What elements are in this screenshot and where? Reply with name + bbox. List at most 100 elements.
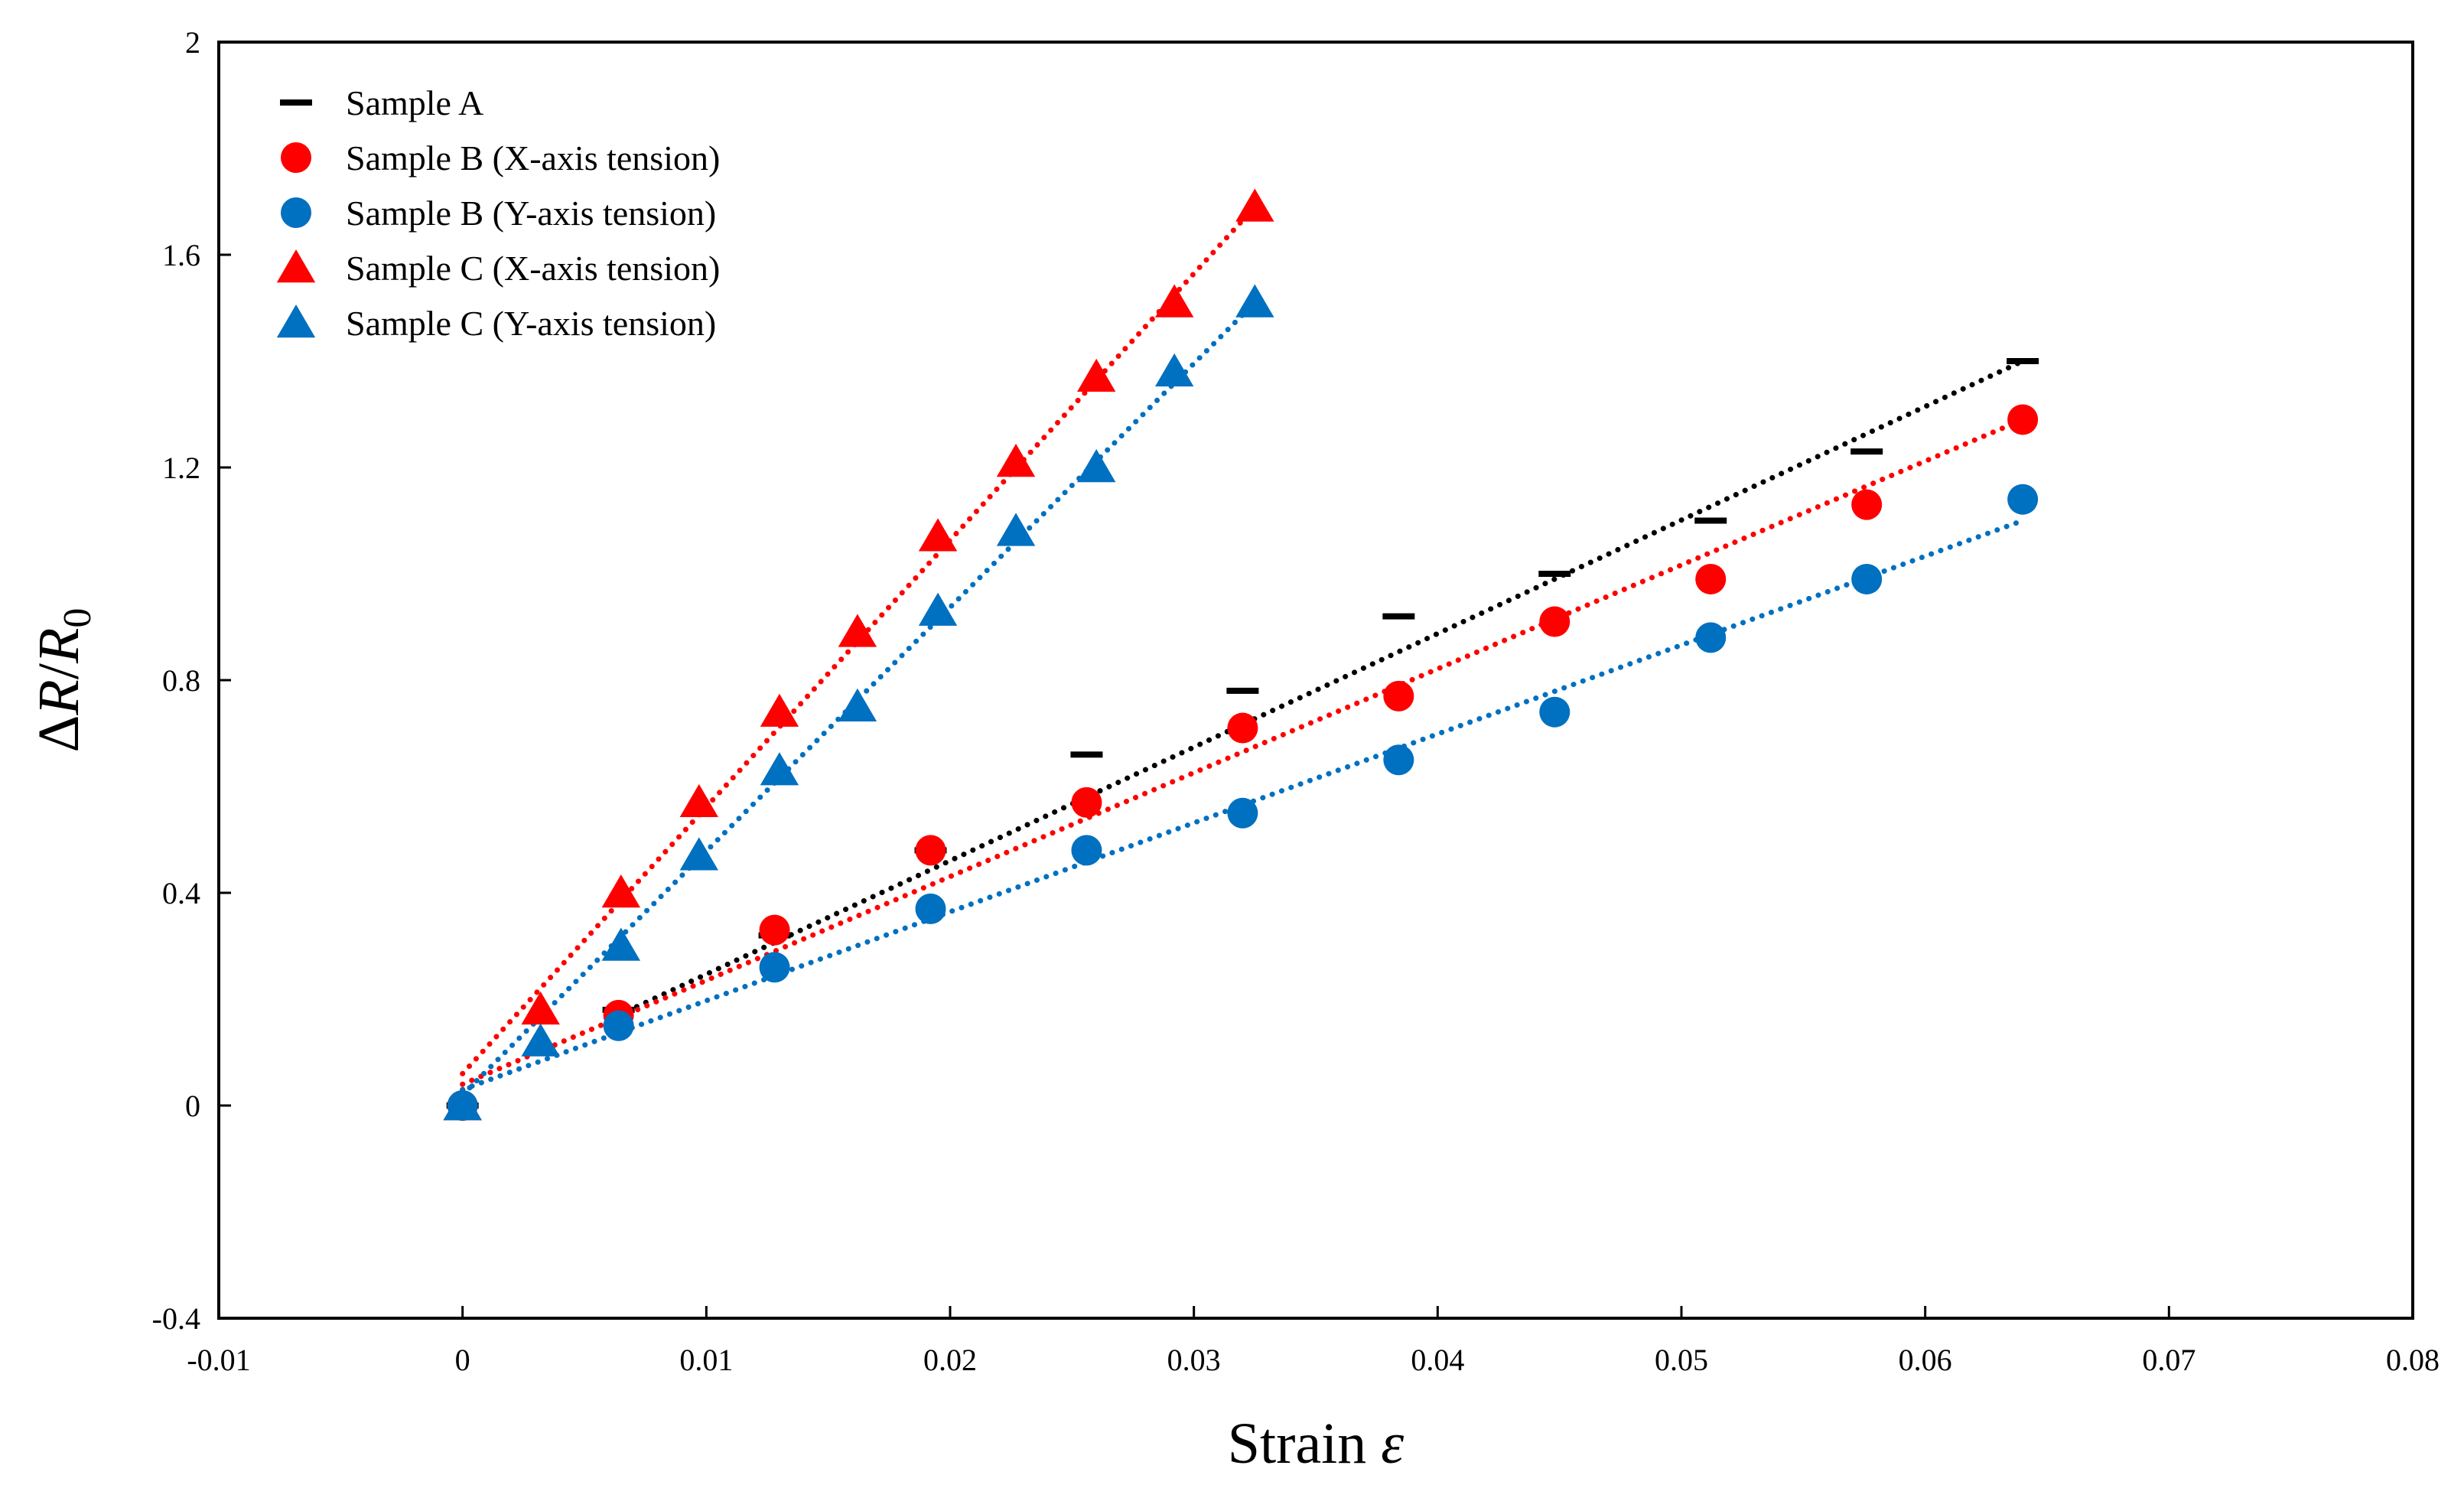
data-point-series-4 — [679, 783, 718, 818]
y-axis-title-subscript: 0 — [56, 608, 99, 628]
tick-labels: -0.01 0 0.01 0.02 0.03 0.04 0.05 0.06 0.07 0.08 -0… — [152, 25, 2440, 1377]
data-point-series-1 — [1850, 448, 1883, 455]
x-axis-title-symbol: ε — [1381, 1412, 1404, 1476]
y-axis-title-slash: / — [27, 663, 91, 679]
legend-item-5: Sample C (Y-axis tension) — [276, 304, 716, 343]
data-point-series-3 — [1383, 744, 1414, 776]
data-point-series-4 — [1235, 188, 1274, 222]
x-tick-label: 0.07 — [2142, 1343, 2195, 1377]
data-point-series-5 — [1154, 353, 1194, 387]
data-point-series-3 — [1539, 696, 1571, 728]
x-tick-label: 0.04 — [1411, 1343, 1464, 1377]
trendline-series-2 — [460, 416, 2026, 1087]
data-point-series-4 — [1154, 284, 1194, 318]
data-point-series-3 — [1695, 622, 1727, 653]
legend-item-3: Sample B (Y-axis tension) — [281, 194, 716, 233]
data-point-series-4 — [918, 518, 958, 552]
data-point-series-2 — [2007, 404, 2039, 435]
y-axis-title-r: R — [27, 679, 91, 715]
data-point-series-4 — [601, 874, 640, 908]
legend-marker-1 — [280, 99, 312, 106]
data-point-series-3 — [1071, 835, 1102, 866]
x-tick-label: 0.08 — [2386, 1343, 2440, 1377]
data-point-series-2 — [1695, 563, 1727, 594]
y-tick-label: 0.8 — [162, 663, 200, 698]
legend-marker-4 — [276, 249, 316, 283]
data-point-series-4 — [1077, 358, 1116, 392]
data-point-series-5 — [760, 752, 799, 786]
x-tick-label: 0.05 — [1655, 1343, 1708, 1377]
legend-label-3: Sample B (Y-axis tension) — [346, 194, 716, 233]
data-point-series-4 — [760, 693, 799, 727]
legend-marker-5 — [276, 304, 316, 338]
legend: Sample A Sample B (X-axis tension) Sample … — [276, 83, 720, 343]
plot-frame — [217, 41, 2414, 1320]
data-point-series-3 — [2007, 484, 2039, 515]
data-point-series-1 — [2007, 358, 2039, 364]
data-point-series-2 — [1227, 712, 1258, 744]
data-point-series-1 — [1226, 687, 1259, 694]
x-tick-label: -0.01 — [187, 1343, 250, 1377]
x-tick-label: 0 — [455, 1343, 470, 1377]
legend-label-5: Sample C (Y-axis tension) — [346, 304, 716, 343]
legend-marker-2 — [281, 142, 311, 173]
legend-marker-3 — [281, 197, 311, 228]
y-axis-title-r0: R — [27, 628, 91, 664]
data-point-series-1 — [1070, 751, 1103, 758]
legend-label-4: Sample C (X-axis tension) — [346, 249, 720, 288]
data-point-series-2 — [1071, 786, 1102, 818]
data-point-series-1 — [1382, 613, 1415, 620]
x-tick-label: 0.06 — [1899, 1343, 1952, 1377]
data-point-series-5 — [1077, 449, 1116, 483]
data-point-series-5 — [601, 927, 640, 961]
legend-item-2: Sample B (X-axis tension) — [281, 138, 720, 177]
data-point-series-2 — [915, 835, 946, 866]
series-3-points — [447, 484, 2039, 1121]
legend-label-2: Sample B (X-axis tension) — [346, 138, 720, 177]
legend-item-1: Sample A — [280, 83, 483, 122]
data-point-series-5 — [918, 592, 958, 626]
data-point-series-5 — [521, 1023, 560, 1057]
data-point-series-1 — [1694, 517, 1727, 524]
data-point-series-3 — [603, 1010, 634, 1041]
x-tick-label: 0.03 — [1167, 1343, 1221, 1377]
y-tick-label: 1.6 — [162, 238, 200, 272]
data-point-series-2 — [1851, 489, 1883, 520]
data-point-series-2 — [759, 914, 790, 946]
data-point-series-5 — [679, 837, 718, 871]
data-point-series-5 — [443, 1087, 482, 1121]
series-5-points — [443, 284, 1274, 1121]
y-axis-title: ΔR/R0 — [27, 608, 99, 753]
x-axis-title-text: Strain — [1228, 1412, 1367, 1476]
data-point-series-3 — [759, 952, 790, 983]
data-point-series-3 — [1851, 563, 1883, 594]
y-tick-label: 0 — [185, 1089, 200, 1123]
trendline-series-1 — [616, 358, 2026, 1018]
data-point-series-5 — [838, 688, 877, 721]
data-point-series-4 — [521, 991, 560, 1025]
y-tick-label: 0.4 — [162, 876, 200, 910]
y-axis-title-delta: Δ — [27, 715, 91, 753]
data-point-series-5 — [1235, 284, 1274, 318]
data-point-series-4 — [996, 444, 1036, 477]
legend-item-4: Sample C (X-axis tension) — [276, 249, 720, 288]
y-tick-label: -0.4 — [152, 1301, 200, 1336]
legend-label-1: Sample A — [346, 83, 483, 122]
axis-ticks — [217, 41, 2414, 1320]
data-point-series-3 — [915, 893, 946, 924]
x-axis-title: Strain ε — [1228, 1412, 1405, 1476]
data-point-series-2 — [1383, 680, 1414, 712]
y-tick-label: 1.2 — [162, 451, 200, 485]
data-point-series-4 — [838, 614, 877, 647]
y-tick-label: 2 — [185, 25, 200, 60]
series-2-points — [447, 404, 2039, 1121]
x-tick-label: 0.01 — [679, 1343, 733, 1377]
data-markers — [443, 188, 2039, 1121]
data-point-series-2 — [1539, 606, 1571, 637]
data-point-series-5 — [996, 513, 1036, 546]
data-point-series-3 — [1227, 797, 1258, 829]
series-4-points — [443, 188, 1274, 1121]
x-tick-label: 0.02 — [923, 1343, 977, 1377]
data-point-series-1 — [1538, 571, 1571, 577]
